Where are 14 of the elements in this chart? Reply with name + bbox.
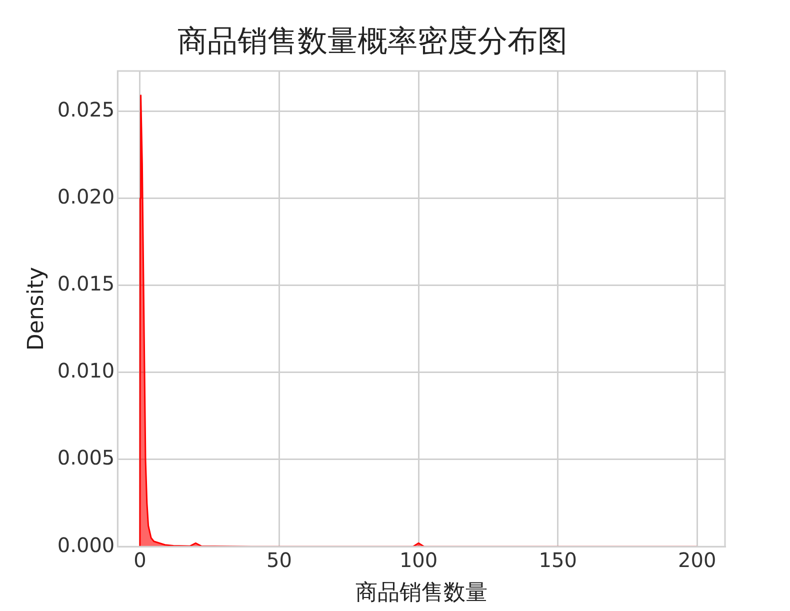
y-tick-label: 0.000 <box>57 532 115 557</box>
x-tick-label: 100 <box>399 548 438 572</box>
x-tick-label: 0 <box>134 548 146 572</box>
x-tick-label: 50 <box>266 548 292 572</box>
y-tick-label: 0.025 <box>57 97 115 122</box>
y-axis-title: Density <box>24 266 49 351</box>
y-tick-label: 0.015 <box>57 271 115 296</box>
chart-title: 商品销售数量概率密度分布图 <box>178 24 568 59</box>
y-tick-label: 0.020 <box>57 184 115 208</box>
y-tick-label: 0.010 <box>57 358 115 383</box>
x-axis-title: 商品销售数量 <box>355 580 488 606</box>
x-tick-label: 150 <box>538 548 577 572</box>
x-tick-label: 200 <box>678 548 716 572</box>
y-tick-label: 0.005 <box>57 446 115 470</box>
